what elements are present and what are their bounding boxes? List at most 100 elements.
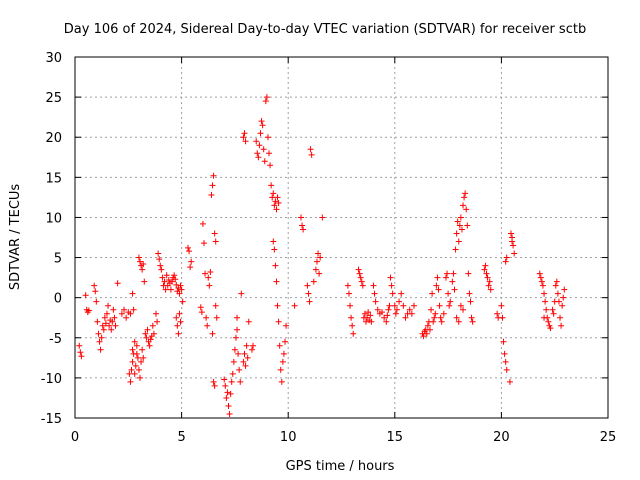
data-point	[400, 302, 407, 309]
data-point	[499, 314, 506, 321]
data-point	[96, 338, 103, 345]
data-point	[204, 322, 211, 329]
data-point	[256, 142, 263, 149]
data-point	[310, 278, 317, 285]
data-point	[174, 322, 181, 329]
data-point	[255, 154, 262, 161]
data-point	[444, 270, 451, 277]
data-point	[451, 286, 458, 293]
data-point	[553, 278, 560, 285]
data-point	[207, 268, 214, 275]
data-point	[541, 290, 548, 297]
data-point	[137, 258, 144, 265]
data-point	[447, 298, 454, 305]
data-point	[348, 314, 355, 321]
data-point	[77, 349, 84, 356]
data-point	[167, 286, 174, 293]
data-point	[173, 281, 180, 288]
data-point	[240, 358, 247, 365]
data-point	[103, 310, 110, 317]
data-point	[511, 250, 518, 257]
data-point	[467, 298, 474, 305]
data-point	[262, 98, 269, 105]
data-point	[99, 322, 106, 329]
data-point	[248, 346, 255, 353]
data-point	[237, 378, 244, 385]
data-point	[393, 306, 400, 313]
data-point	[503, 366, 510, 373]
data-point	[359, 282, 366, 289]
data-point	[94, 318, 101, 325]
data-point	[453, 314, 460, 321]
data-point	[138, 358, 145, 365]
data-point	[254, 150, 261, 157]
data-point	[150, 330, 157, 337]
data-point	[455, 238, 462, 245]
data-point	[184, 244, 191, 251]
data-point	[433, 282, 440, 289]
data-point	[242, 138, 249, 145]
data-point	[173, 314, 180, 321]
data-point	[345, 290, 352, 297]
data-point	[271, 202, 278, 209]
data-point	[105, 302, 112, 309]
data-point	[483, 270, 490, 277]
data-point	[141, 278, 148, 285]
x-axis-label: GPS time / hours	[286, 459, 395, 474]
data-point	[131, 370, 138, 377]
data-point	[163, 272, 170, 279]
data-point	[235, 350, 242, 357]
data-point	[507, 230, 514, 237]
data-point	[386, 302, 393, 309]
data-point	[118, 310, 125, 317]
x-tick-label: 15	[387, 430, 404, 445]
data-point	[236, 366, 243, 373]
data-point	[396, 298, 403, 305]
data-point	[199, 220, 206, 227]
data-point	[282, 338, 289, 345]
data-point	[165, 277, 172, 284]
data-point	[468, 314, 475, 321]
data-point	[434, 274, 441, 281]
data-point	[133, 350, 140, 357]
data-point	[156, 256, 163, 263]
data-point	[240, 134, 247, 141]
data-point	[270, 238, 277, 245]
data-point	[271, 246, 278, 253]
data-point	[487, 286, 494, 293]
data-point	[315, 250, 322, 257]
data-point	[466, 290, 473, 297]
data-point	[135, 254, 142, 261]
data-point	[454, 218, 461, 225]
data-point	[498, 302, 505, 309]
data-point	[101, 314, 108, 321]
data-point	[159, 274, 166, 281]
data-point	[316, 270, 323, 277]
data-point	[177, 318, 184, 325]
data-point	[108, 326, 115, 333]
data-point	[356, 270, 363, 277]
data-point	[231, 346, 238, 353]
data-point	[557, 314, 564, 321]
data-point	[260, 146, 267, 153]
data-point	[458, 226, 465, 233]
data-point	[250, 342, 257, 349]
data-point	[82, 292, 89, 299]
data-point	[347, 302, 354, 309]
data-point	[210, 172, 217, 179]
data-point	[242, 362, 249, 369]
data-point	[228, 378, 235, 385]
data-point	[232, 334, 239, 341]
data-point	[209, 182, 216, 189]
data-point	[253, 138, 260, 145]
data-point	[545, 318, 552, 325]
data-point	[392, 310, 399, 317]
plot-frame	[74, 56, 609, 419]
data-point	[176, 310, 183, 317]
data-point	[140, 354, 147, 361]
data-point	[453, 230, 460, 237]
data-point	[269, 194, 276, 201]
data-point	[263, 94, 270, 101]
data-point	[172, 276, 179, 283]
data-point	[127, 310, 134, 317]
